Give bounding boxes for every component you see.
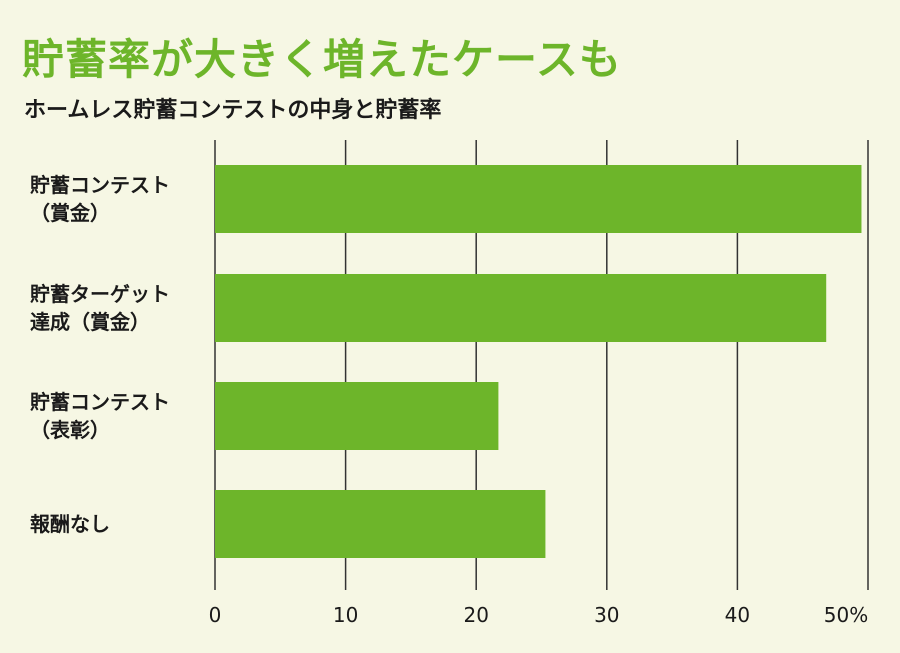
category-label-1-0: 貯蓄ターゲット <box>30 282 170 306</box>
x-tick-label-30: 30 <box>594 603 619 627</box>
category-label-2-1: （表彰） <box>30 418 110 442</box>
chart-subtitle: ホームレス貯蓄コンテストの中身と貯蓄率 <box>24 98 442 123</box>
bar-2 <box>215 382 499 450</box>
bars <box>215 165 862 558</box>
x-tick-label-50: 50% <box>824 603 868 627</box>
x-tick-label-40: 40 <box>725 603 750 627</box>
category-label-1-1: 達成（賞金） <box>30 310 150 334</box>
chart-title: 貯蓄率が大きく増えたケースも <box>22 35 622 84</box>
x-tick-label-0: 0 <box>209 603 222 627</box>
x-tick-label-20: 20 <box>463 603 488 627</box>
bar-1 <box>215 274 827 342</box>
category-label-3-0: 報酬なし <box>30 512 110 536</box>
bar-0 <box>215 165 862 233</box>
category-label-0-1: （賞金） <box>30 201 110 225</box>
category-label-2-0: 貯蓄コンテスト <box>30 390 170 414</box>
x-tick-label-10: 10 <box>333 603 358 627</box>
bar-3 <box>215 490 546 558</box>
x-tick-labels: 0 10 20 30 40 50% <box>209 603 869 627</box>
category-label-0-0: 貯蓄コンテスト <box>30 173 170 197</box>
